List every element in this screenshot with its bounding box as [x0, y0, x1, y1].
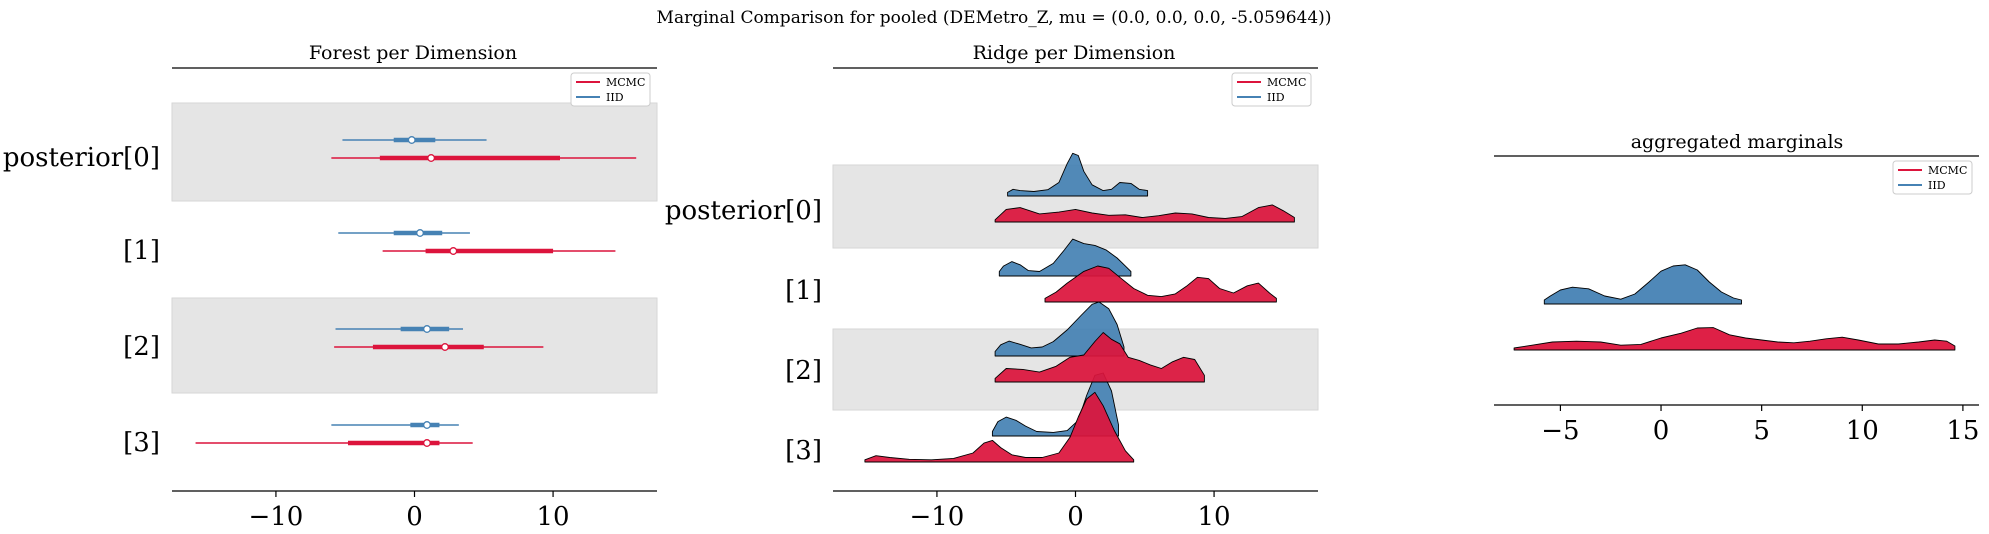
figure-suptitle: Marginal Comparison for pooled (DEMetro_… — [657, 8, 1332, 28]
row-label: [3] — [123, 428, 160, 458]
ridge-density-mcmc — [1044, 265, 1277, 303]
row-band — [171, 102, 658, 202]
row-label: [3] — [785, 436, 822, 466]
aggregated-legend-iid-label: IID — [1928, 179, 1946, 192]
forest-xticks: −10 0 10 — [248, 491, 570, 532]
forest-title: Forest per Dimension — [309, 42, 517, 64]
ridge-legend-mcmc-label: MCMC — [1267, 76, 1306, 89]
x-tick-label: −10 — [909, 502, 964, 532]
row-label: [1] — [785, 276, 822, 306]
median-point-mcmc — [441, 343, 449, 351]
median-point-mcmc — [423, 439, 431, 447]
aggregated-title: aggregated marginals — [1631, 131, 1844, 153]
median-point-iid — [407, 136, 416, 144]
ridge-panel: Ridge per Dimension posterior[0] [1] [2] [3… — [665, 42, 1319, 532]
forest-legend-iid-label: IID — [606, 91, 624, 104]
x-tick-label: 10 — [1198, 502, 1231, 532]
ridge-legend: MCMC IID — [1231, 72, 1312, 107]
x-tick-label: 0 — [1067, 502, 1084, 532]
median-point-iid — [416, 229, 424, 237]
x-tick-label: −5 — [1541, 416, 1579, 446]
forest-legend-mcmc-label: MCMC — [606, 76, 645, 89]
x-tick-label: 15 — [1946, 416, 1979, 446]
median-point-iid — [423, 325, 431, 333]
aggregated-legend: MCMC IID — [1892, 160, 1973, 195]
aggregated-panel: aggregated marginals −5 0 5 10 15 MCMC IID — [1494, 131, 1979, 446]
ridge-ylabels: posterior[0] [1] [2] [3] — [665, 196, 822, 466]
row-label: posterior[0] — [3, 143, 160, 173]
ridge-title: Ridge per Dimension — [973, 42, 1176, 64]
ridge-density-iid — [994, 301, 1125, 357]
aggregated-legend-mcmc-label: MCMC — [1928, 164, 1967, 177]
ridge-density-iid — [1007, 152, 1149, 197]
row-label: posterior[0] — [665, 196, 822, 226]
ridge-xticks: −10 0 10 — [909, 491, 1231, 532]
row-label: [2] — [123, 332, 160, 362]
row-label: [2] — [785, 356, 822, 386]
forest-row-bands — [171, 102, 658, 394]
ridge-density-mcmc — [864, 391, 1135, 463]
aggregated-marks — [1513, 264, 1956, 351]
forest-marks — [195, 136, 637, 447]
median-point-mcmc — [427, 154, 436, 162]
x-tick-label: 10 — [537, 502, 570, 532]
x-tick-label: 10 — [1846, 416, 1879, 446]
forest-ylabels: posterior[0] [1] [2] [3] — [3, 143, 160, 458]
ridge-legend-iid-label: IID — [1267, 91, 1285, 104]
aggregated-density-mcmc — [1513, 327, 1956, 351]
x-tick-label: 0 — [406, 502, 423, 532]
ridge-density-mcmc — [994, 332, 1205, 383]
forest-legend: MCMC IID — [570, 72, 651, 107]
x-tick-label: 5 — [1753, 416, 1770, 446]
ridge-marks — [864, 152, 1295, 463]
median-point-mcmc — [449, 247, 458, 255]
x-tick-label: 0 — [1653, 416, 1670, 446]
ridge-density-mcmc — [994, 204, 1295, 223]
median-point-iid — [423, 421, 431, 429]
aggregated-xticks: −5 0 5 10 15 — [1541, 405, 1979, 446]
forest-panel: Forest per Dimension posterior[0] [1] [2] [… — [3, 42, 658, 532]
aggregated-density-iid — [1543, 264, 1742, 305]
x-tick-label: −10 — [248, 502, 303, 532]
row-label: [1] — [123, 236, 160, 266]
